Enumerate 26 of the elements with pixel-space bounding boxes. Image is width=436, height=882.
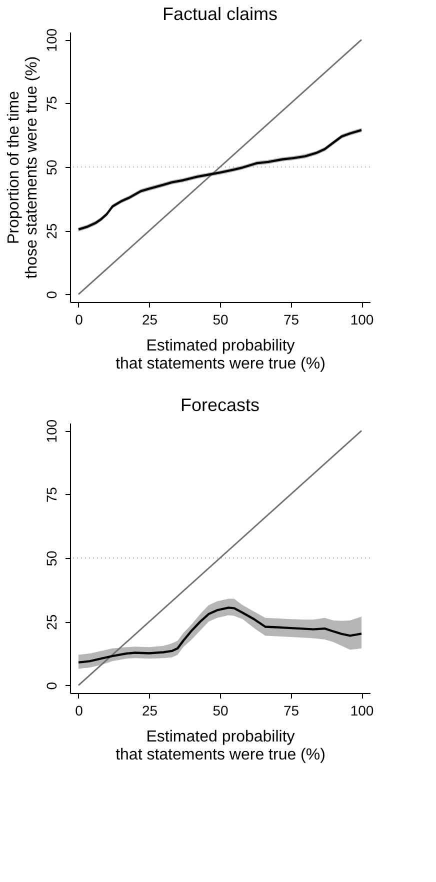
y-tick-label: 75 [44, 96, 60, 112]
chart-title: Factual claims [162, 4, 278, 24]
y-tick-label: 50 [44, 160, 60, 176]
y-tick-label: 25 [44, 614, 60, 630]
x-tick-label: 75 [283, 702, 300, 718]
y-tick-label: 0 [44, 682, 60, 690]
line-series [77, 606, 363, 664]
y-tick-label: 100 [44, 28, 60, 52]
y-axis-title: Proportion of the time those statements were true (%) [6, 56, 40, 279]
x-tick-label: 50 [212, 312, 228, 328]
x-tick-label: 0 [75, 312, 84, 328]
x-tick-label: 25 [142, 702, 158, 718]
x-tick-label: 0 [75, 702, 84, 718]
x-tick-label: 25 [142, 312, 158, 328]
x-axis-title: Estimated probability that statements were true (%) [116, 338, 326, 372]
y-tick-label: 0 [44, 290, 60, 299]
x-tick-label: 75 [283, 312, 300, 328]
y-tick-label: 100 [44, 419, 60, 443]
x-tick-label: 50 [212, 702, 228, 718]
x-axis-title: Estimated probability that statements were true (%) [116, 728, 326, 764]
y-tick-label: 50 [44, 550, 60, 566]
chart-title: Forecasts [180, 394, 260, 415]
x-tick-label: 100 [350, 702, 374, 718]
y-tick-label: 75 [44, 486, 60, 503]
y-tick-label: 25 [44, 223, 60, 239]
x-tick-label: 100 [350, 312, 374, 328]
